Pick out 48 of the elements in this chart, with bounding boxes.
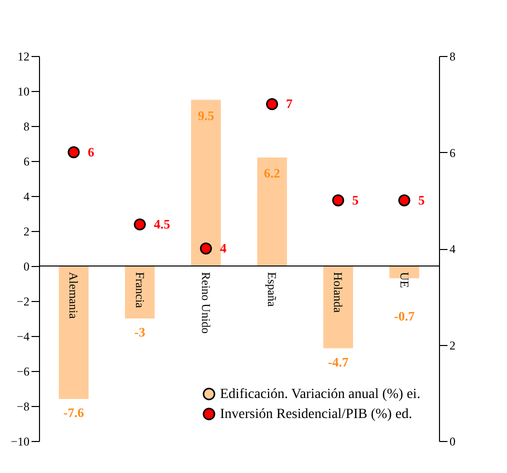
legend-label: Inversión Residencial/PIB (%) ed.	[220, 407, 412, 422]
data-label: 4.5	[154, 216, 171, 232]
point	[332, 194, 344, 206]
point	[266, 98, 278, 110]
y2-tick-label: 0	[450, 434, 456, 448]
point	[398, 194, 410, 206]
bar	[323, 266, 354, 348]
data-label: 9.5	[198, 108, 215, 123]
y2-tick-label: 4	[450, 242, 456, 256]
point	[200, 242, 212, 254]
data-label: 4	[220, 240, 227, 256]
data-label: 5	[352, 192, 360, 208]
y2-tick-label: 2	[450, 338, 456, 352]
y-tick-label: 10	[18, 84, 30, 98]
x-tick-label: Reino Unido	[198, 272, 213, 334]
bar	[191, 100, 221, 266]
y-tick-label: −4	[16, 330, 30, 344]
y2-tick-label: 8	[450, 50, 456, 64]
y2-tick-label: 6	[450, 146, 456, 160]
y-tick-label: 4	[24, 190, 30, 204]
x-tick-label: UE	[397, 272, 412, 288]
x-tick-label: Holanda	[331, 272, 346, 314]
y-tick-label: 0	[24, 260, 30, 274]
bar	[58, 266, 89, 399]
data-label: -4.7	[328, 354, 349, 370]
y-tick-label: −10	[10, 434, 30, 448]
y-tick-label: −6	[16, 364, 30, 378]
x-tick-label: España	[265, 272, 280, 308]
bar	[124, 266, 155, 318]
data-label: -0.7	[394, 308, 416, 324]
data-label: 6	[88, 144, 95, 160]
point	[134, 218, 146, 230]
bar	[257, 158, 287, 266]
data-label: -7.6	[63, 405, 84, 420]
y-tick-label: 12	[18, 50, 30, 64]
y-tick-label: 8	[24, 120, 30, 134]
data-label: 6.2	[264, 166, 280, 180]
y-tick-label: −8	[16, 400, 30, 414]
data-label: 7	[286, 96, 294, 112]
y-tick-label: 2	[24, 224, 30, 238]
x-tick-label: Francia	[132, 272, 147, 309]
legend-label: Edificación. Variación anual (%) ei.	[220, 387, 420, 402]
data-label: -3	[134, 324, 146, 340]
x-tick-label: Alemania	[66, 272, 81, 320]
point	[68, 146, 80, 158]
data-label: 5	[418, 192, 426, 208]
y-tick-label: 6	[24, 154, 30, 168]
y-tick-label: −2	[16, 294, 30, 308]
